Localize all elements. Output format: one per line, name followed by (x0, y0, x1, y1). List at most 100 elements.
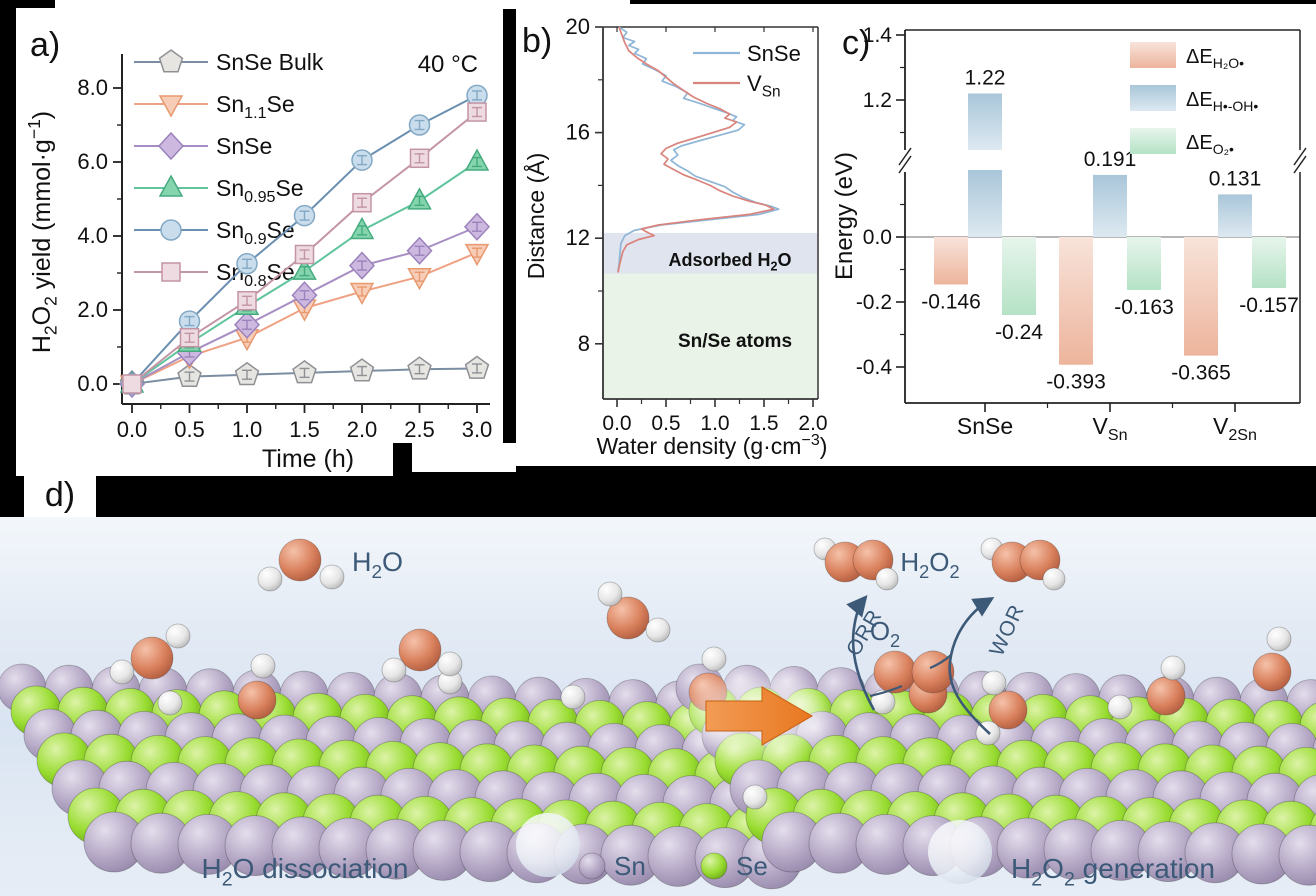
x-tick-label: 2.5 (404, 417, 435, 442)
atom-h (1160, 655, 1186, 681)
atom-legend: Sn Se (578, 851, 768, 881)
atom-h (742, 784, 768, 810)
atom-sn (578, 852, 606, 880)
atom-se (700, 852, 728, 880)
atom-h (250, 653, 276, 679)
x-tick-label: 2.0 (347, 417, 378, 442)
y-tick-label: -0.2 (856, 291, 892, 314)
orr-arrow (846, 595, 876, 711)
bar-series-1: 1.22 0.191 0.131 (965, 67, 1261, 237)
bar-series-2: -0.24 -0.163 -0.157 (995, 237, 1299, 344)
axis-break-slash (1293, 155, 1307, 174)
atom-o (988, 690, 1028, 730)
legend-label: VSn (747, 71, 781, 101)
bar (1218, 194, 1252, 237)
y-tick-label: 1.2 (863, 89, 892, 112)
atom-h (437, 651, 463, 677)
series-Sn0.8Se (122, 102, 487, 394)
region-label-adsorbed: Adsorbed H2O (668, 250, 791, 274)
bar-value-label: -0.393 (1046, 371, 1106, 394)
water-molecule (381, 628, 463, 683)
y-axis-title: Energy (eV) (831, 152, 858, 280)
category-label: SnSe (957, 413, 1013, 439)
y-axis-title: Distance (Å) (522, 153, 549, 280)
x-tick-label: 1.5 (749, 412, 778, 435)
atom-h (381, 657, 407, 683)
orr-arrow-branch (869, 684, 903, 698)
marker-triangle-down (158, 95, 184, 118)
hydrogen-peroxide-molecule (980, 537, 1066, 591)
atom-h (257, 566, 283, 592)
h2o-label: H2O (352, 547, 403, 583)
atom-h (1107, 694, 1133, 720)
wor-arrow (948, 596, 995, 735)
y-tick-label: -0.4 (856, 356, 893, 379)
y-tick-label: 12 (566, 225, 590, 250)
legend-item: Sn0.9Se (134, 217, 295, 248)
atom-h (645, 617, 671, 643)
panel-b-label: b) (522, 22, 553, 60)
axis-break-gap (1293, 150, 1307, 172)
legend-item: Sn1.1Se (134, 91, 295, 122)
legend-item: Sn0.8Se (134, 259, 295, 290)
region-label-atoms: Sn/Se atoms (678, 331, 792, 352)
x-axis-title: Time (h) (262, 445, 354, 473)
y-tick-label: 6.0 (77, 149, 108, 174)
hydrogen-adatom (157, 690, 183, 716)
x-tick-label: 0.5 (651, 412, 680, 435)
atom-h (319, 564, 345, 590)
y-tick-label: 0.0 (863, 226, 892, 249)
panel-c-chart: -0.146-0.393 -0.3651.220.1910.131-0.24-0.… (831, 24, 1307, 444)
profile-VSn (617, 26, 775, 273)
y-tick-label: 8 (578, 331, 590, 356)
x-tick-label: 2.0 (798, 412, 827, 435)
bar-value-label: 1.22 (965, 67, 1006, 90)
legend-label: Sn1.1Se (216, 91, 295, 122)
y-tick-label: 2.0 (77, 297, 108, 322)
bar-value-label: 0.191 (1084, 148, 1137, 171)
legend-label: SnSe (747, 41, 801, 66)
water-molecule (109, 623, 191, 685)
wor-label: WOR (985, 601, 1029, 660)
bar-value-label: -0.157 (1239, 294, 1299, 317)
hydrogen-peroxide-molecule (813, 537, 899, 591)
atom-o (873, 650, 917, 694)
bar (1127, 237, 1161, 290)
x-tick-label: 0.0 (117, 417, 148, 442)
hydroxyl-group (1252, 626, 1292, 692)
legend-label: ΔEH₂O• (1186, 46, 1244, 71)
region-band (604, 273, 817, 400)
panel-a-background-bottom (16, 443, 393, 476)
x-tick-label: 0.5 (174, 417, 205, 442)
legend-swatch (1130, 42, 1176, 68)
legend-label: Sn0.95Se (216, 175, 304, 206)
marker-square (122, 374, 142, 394)
atom-h (1266, 626, 1292, 652)
x-tick-label: 0.0 (602, 412, 631, 435)
atom-h (875, 567, 899, 591)
hydroxyl-group (1146, 655, 1186, 716)
legend-label-sn: Sn (614, 851, 646, 881)
x-axis-title: Water density (g·cm−3) (597, 431, 828, 459)
top-strip (55, 0, 630, 9)
marker-square (161, 262, 181, 282)
atom-h (157, 690, 183, 716)
legend-label: SnSe Bulk (216, 49, 324, 75)
temperature-annotation: 40 °C (418, 51, 478, 78)
legend-item: Sn0.95Se (134, 174, 304, 206)
hydroxyl-group (237, 653, 277, 720)
legend-label-se: Se (736, 851, 768, 881)
x-tick-label: 1.5 (289, 417, 320, 442)
water-molecule (257, 538, 345, 592)
atom-h (560, 684, 586, 710)
atom-o (1146, 676, 1186, 716)
legend-label: SnSe (216, 133, 272, 159)
axis-break-slash (898, 147, 912, 166)
category-label: V2Sn (1213, 413, 1257, 444)
y-tick-label: 20 (566, 14, 590, 39)
x-tick-label: 1.0 (232, 417, 263, 442)
bar-value-label: -0.365 (1171, 362, 1231, 385)
bar-value-label: -0.146 (921, 290, 981, 313)
